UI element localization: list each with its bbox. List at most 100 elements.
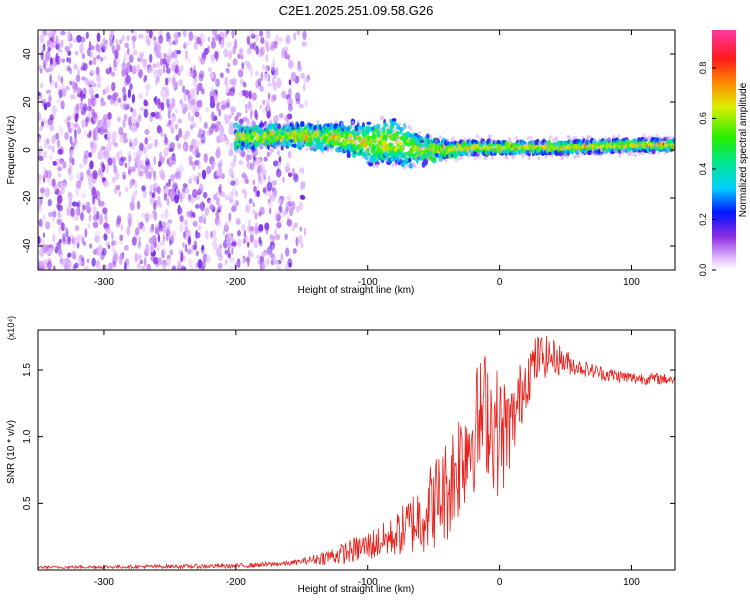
heatmap-cell xyxy=(107,228,112,235)
heatmap-cell xyxy=(489,138,493,143)
heatmap-cell xyxy=(265,228,269,235)
heatmap-cell xyxy=(320,150,324,155)
heatmap-cell xyxy=(98,126,105,135)
heatmap-cell xyxy=(132,108,137,118)
heatmap-cell xyxy=(168,119,172,126)
heatmap-cell xyxy=(270,41,275,48)
heatmap-cell xyxy=(537,156,541,160)
snr-ticks: -300 -200 -100 0 100 0.5 1.0 1.5 xyxy=(22,330,675,588)
heatmap-cell xyxy=(96,73,102,83)
heatmap-cell xyxy=(278,113,284,119)
heatmap-cell xyxy=(81,76,86,81)
heatmap-cell xyxy=(330,122,334,128)
heatmap-cell xyxy=(58,246,62,256)
heatmap-cell xyxy=(330,147,334,151)
heatmap-cell xyxy=(125,67,131,73)
heatmap-cell xyxy=(73,88,77,94)
heatmap-cell xyxy=(136,200,141,210)
heatmap-cell xyxy=(381,130,386,134)
heatmap-cell xyxy=(77,200,81,208)
heatmap-cell xyxy=(185,52,189,61)
heatmap-cell xyxy=(38,91,41,97)
heatmap-cell xyxy=(265,32,271,39)
heatmap-cell xyxy=(284,115,289,122)
heatmap-cell xyxy=(73,264,77,270)
heatmap-cell xyxy=(237,69,244,78)
heatmap-cell xyxy=(111,131,118,141)
heatmap-cell xyxy=(297,65,303,72)
heatmap-cell xyxy=(371,158,375,164)
heatmap-cell xyxy=(286,125,289,130)
heatmap-cell xyxy=(248,249,251,258)
heatmap-cell xyxy=(253,239,259,249)
heatmap-cell xyxy=(399,126,404,132)
heatmap-cell xyxy=(67,115,72,121)
heatmap-cell xyxy=(49,114,55,121)
heatmap-cell xyxy=(72,37,77,43)
snr-series-line xyxy=(38,335,675,570)
heatmap-cell xyxy=(246,47,252,55)
heatmap-cell xyxy=(220,72,224,79)
heatmap-cell xyxy=(298,201,304,211)
heatmap-cell xyxy=(154,95,158,106)
heatmap-cell xyxy=(130,166,136,173)
heatmap-cell xyxy=(77,124,81,134)
heatmap-cell xyxy=(298,103,304,109)
heatmap-cell xyxy=(289,207,294,217)
heatmap-cell xyxy=(119,253,123,261)
heatmap-cell xyxy=(51,134,56,144)
heatmap-cell xyxy=(266,42,270,53)
heatmap-cell xyxy=(305,147,308,152)
heatmap-cell xyxy=(259,104,263,110)
heatmap-cell xyxy=(85,77,89,85)
heatmap-cell xyxy=(102,88,106,96)
heatmap-cell xyxy=(100,164,103,173)
heatmap-cell xyxy=(102,42,108,51)
heatmap-cell xyxy=(49,154,53,161)
heatmap-cell xyxy=(177,118,183,124)
heatmap-cell xyxy=(255,146,259,151)
heatmap-cell xyxy=(141,225,146,233)
heatmap-cell xyxy=(647,135,651,140)
heatmap-cell xyxy=(239,118,244,125)
heatmap-cell xyxy=(145,83,151,91)
heatmap-cell xyxy=(52,234,56,243)
heatmap-cell xyxy=(230,86,236,93)
heatmap-cell xyxy=(136,150,142,158)
heatmap-cell xyxy=(53,184,58,190)
heatmap-cell xyxy=(274,211,279,221)
heatmap-cell xyxy=(58,89,63,99)
heatmap-cell xyxy=(162,93,168,101)
heatmap-cell xyxy=(56,241,62,250)
heatmap-cell xyxy=(195,147,199,157)
heatmap-cell xyxy=(139,107,145,112)
heatmap-cell xyxy=(198,215,203,224)
heatmap-cell xyxy=(231,205,237,213)
heatmap-cell xyxy=(285,162,290,167)
heatmap-cell xyxy=(60,39,64,48)
heatmap-cell xyxy=(272,94,277,102)
heatmap-cell xyxy=(218,108,222,117)
heatmap-cell xyxy=(68,57,72,64)
x-tick-label: 0 xyxy=(497,577,503,588)
heatmap-cell xyxy=(88,172,93,178)
heatmap-cell xyxy=(243,229,247,238)
heatmap-cell xyxy=(211,160,216,168)
heatmap-cell xyxy=(566,150,570,155)
heatmap-cell xyxy=(256,190,260,198)
heatmap-cell xyxy=(48,211,54,217)
heatmap-cell xyxy=(218,252,223,262)
heatmap-cell xyxy=(156,125,162,134)
heatmap-cell xyxy=(366,121,372,126)
heatmap-cell xyxy=(451,136,455,141)
heatmap-cell xyxy=(119,135,122,143)
heatmap-cell xyxy=(44,169,48,178)
heatmap-cell xyxy=(631,151,634,156)
heatmap-cell xyxy=(102,207,108,215)
heatmap-cell xyxy=(182,85,186,93)
heatmap-cell xyxy=(231,30,235,38)
heatmap-cell xyxy=(529,135,533,140)
heatmap-cell xyxy=(607,137,611,142)
heatmap-cell xyxy=(252,179,256,186)
heatmap-cell xyxy=(275,234,281,241)
